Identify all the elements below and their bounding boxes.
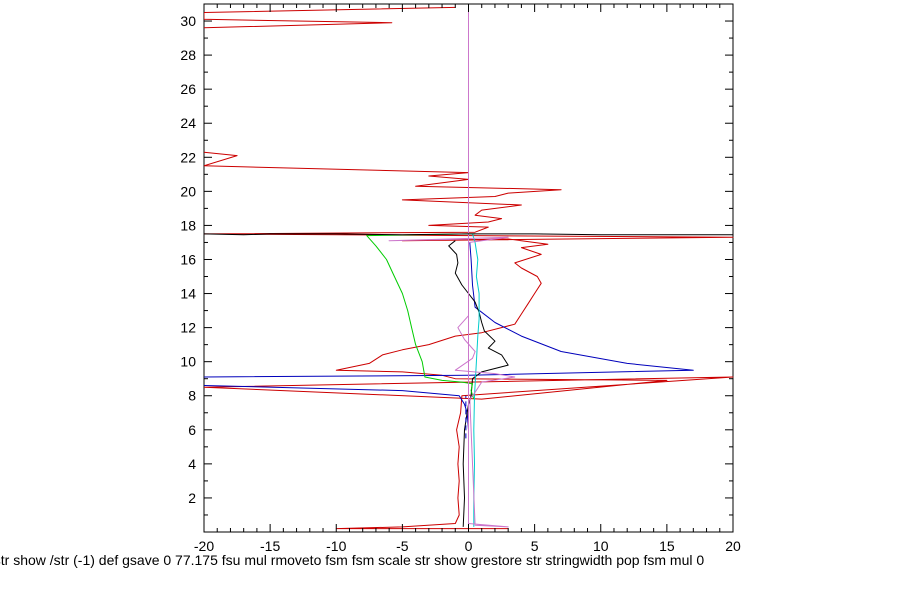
tick-layer bbox=[203, 4, 734, 532]
y-tick-label: 16 bbox=[180, 251, 196, 267]
y-tick-label: 26 bbox=[180, 81, 196, 97]
y-tick-label: 14 bbox=[180, 286, 196, 302]
x-tick-label: -10 bbox=[326, 538, 346, 554]
x-tick-label: 20 bbox=[725, 538, 741, 554]
x-tick-label: 15 bbox=[659, 538, 675, 554]
y-tick-label: 24 bbox=[180, 115, 196, 131]
y-tick-label: 30 bbox=[180, 13, 196, 29]
y-tick-label: 4 bbox=[188, 456, 196, 472]
series-line-4 bbox=[204, 242, 694, 378]
y-tick-label: 6 bbox=[188, 422, 196, 438]
series-line-6 bbox=[366, 233, 476, 400]
series-line-2 bbox=[204, 6, 456, 29]
x-tick-label: 10 bbox=[593, 538, 609, 554]
y-tick-label: 18 bbox=[180, 217, 196, 233]
x-tick-label: -15 bbox=[260, 538, 280, 554]
y-tick-label: 28 bbox=[180, 47, 196, 63]
series-line-9 bbox=[388, 236, 516, 528]
series-line-1 bbox=[204, 151, 734, 530]
y-tick-label: 22 bbox=[180, 149, 196, 165]
series-line-7 bbox=[472, 233, 480, 527]
x-tick-label: 5 bbox=[531, 538, 539, 554]
footer-text: f str show /str (-1) def gsave 0 77.175 … bbox=[0, 552, 705, 568]
series-line-10 bbox=[204, 233, 733, 236]
series-line-5 bbox=[448, 240, 509, 527]
y-tick-label: 2 bbox=[188, 490, 196, 506]
tick-label-layer: -20 -15 -10 -5 0 5 10 15 20246810121416182022242… bbox=[180, 13, 741, 554]
y-tick-label: 10 bbox=[180, 354, 196, 370]
x-tick-label: -20 bbox=[194, 538, 214, 554]
y-tick-label: 12 bbox=[180, 320, 196, 336]
y-tick-label: 8 bbox=[188, 388, 196, 404]
x-tick-label: 0 bbox=[465, 538, 473, 554]
series-layer bbox=[204, 4, 734, 530]
x-tick-label: -5 bbox=[396, 538, 409, 554]
y-tick-label: 20 bbox=[180, 183, 196, 199]
